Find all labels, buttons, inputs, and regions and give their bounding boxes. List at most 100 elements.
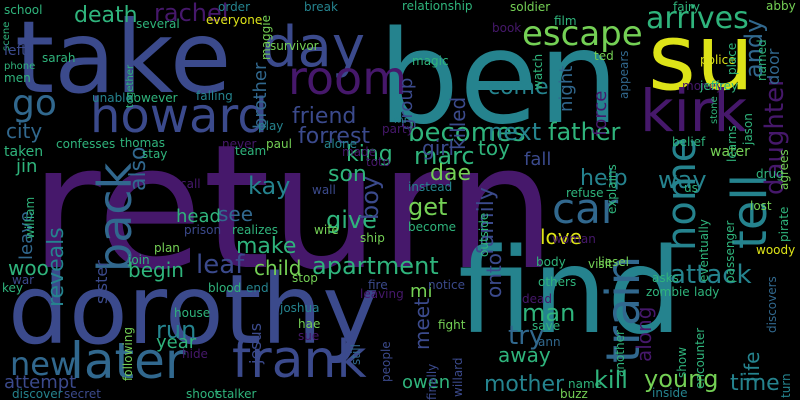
word-liesel: liesel — [598, 255, 630, 269]
word-jesus: jesus — [246, 323, 265, 365]
word-prison: prison — [184, 223, 222, 237]
word-several: several — [136, 17, 180, 31]
word-rachel: rachel — [154, 0, 229, 27]
word-end: end — [246, 281, 269, 295]
word-following: following — [121, 326, 135, 381]
word-blood: blood — [208, 281, 242, 295]
word-realizes: realizes — [232, 223, 279, 237]
word-room: room — [288, 51, 407, 105]
word-stay: stay — [142, 147, 168, 161]
word-instead: instead — [408, 180, 453, 194]
word-discovers: discovers — [765, 275, 779, 333]
word-watch: watch — [531, 53, 545, 90]
word-outside: outside — [477, 212, 491, 257]
word-kirk: kirk — [640, 77, 748, 145]
word-taken: taken — [4, 144, 44, 160]
word-sarah: sarah — [42, 51, 76, 65]
word-finally: finally — [425, 363, 439, 400]
word-attempt: attempt — [4, 372, 77, 393]
word-relationship: relationship — [402, 0, 473, 13]
word-arrives: arrives — [646, 1, 749, 36]
word-run: run — [156, 316, 197, 344]
word-book: book — [492, 21, 522, 35]
word-father: father — [548, 118, 621, 146]
word-belief: belief — [672, 135, 706, 149]
word-begin: begin — [128, 258, 184, 282]
word-never: never — [222, 137, 257, 151]
word-death: death — [74, 3, 138, 28]
word-party: party — [382, 122, 414, 136]
word-boy: boy — [356, 175, 384, 220]
word-eventually: eventually — [697, 218, 711, 282]
word-break: break — [304, 0, 338, 14]
word-way: way — [658, 166, 707, 194]
word-survivor: survivor — [270, 39, 319, 53]
word-toy: toy — [478, 136, 510, 160]
word-help: help — [580, 166, 628, 191]
word-place: place — [725, 42, 739, 75]
word-pirate: pirate — [777, 206, 791, 242]
word-turn: turn — [779, 373, 793, 398]
word-leaf: leaf — [196, 250, 245, 280]
word-man: man — [522, 299, 576, 327]
word-night: night — [556, 65, 577, 113]
word-falling: falling — [196, 89, 233, 103]
word-encounter: encounter — [693, 327, 707, 389]
word-shoot: shoot — [186, 387, 220, 400]
word-fight: fight — [438, 318, 466, 332]
word-appears: appears — [617, 50, 631, 99]
word-lost: lost — [750, 199, 772, 213]
word-apartment: apartment — [312, 252, 439, 280]
word-phone: phone — [4, 61, 36, 72]
word-together: together — [125, 65, 136, 109]
word-howard: howard — [90, 88, 268, 144]
word-woman: woman — [552, 232, 596, 246]
word-drug: drug — [756, 167, 784, 181]
word-mr: mr — [394, 115, 408, 126]
word-kay: kay — [248, 172, 291, 200]
word-paul: paul — [266, 137, 292, 151]
word-zombie: zombie — [646, 285, 690, 299]
word-hae: hae — [298, 317, 321, 331]
word-get: get — [408, 193, 448, 221]
word-house: house — [174, 306, 211, 320]
word-however: however — [126, 91, 178, 105]
word-life: life — [740, 351, 764, 383]
word-jason: jason — [741, 112, 755, 145]
word-love: love — [540, 225, 582, 249]
word-people: people — [379, 341, 393, 382]
word-discover: discover — [12, 387, 63, 400]
word-young: young — [644, 365, 719, 393]
word-school: school — [4, 3, 43, 17]
word-woo: woo — [8, 256, 49, 280]
word-reveals: reveals — [44, 227, 69, 308]
word-city: city — [6, 119, 43, 143]
word-time: time — [730, 371, 780, 396]
word-thomas: thomas — [120, 136, 165, 150]
word-water: water — [710, 144, 750, 160]
word-ann: ann — [538, 335, 561, 349]
word-police: police — [700, 53, 736, 67]
word-show: show — [675, 346, 689, 378]
word-dorothy: dorothy — [8, 254, 380, 366]
word-another: another — [613, 329, 627, 377]
word-new: new — [10, 345, 77, 383]
word-onto: onto — [482, 253, 506, 299]
word-us: us — [684, 181, 698, 195]
word-unable: unable — [92, 91, 133, 105]
word-king: king — [346, 142, 393, 167]
word-abby: abby — [766, 0, 796, 13]
word-becomes: becomes — [408, 118, 526, 148]
word-agrees: agrees — [777, 149, 791, 190]
word-attack: attack — [670, 260, 752, 290]
word-car: car — [552, 184, 619, 233]
word-name: name — [568, 377, 603, 391]
word-body: body — [536, 255, 566, 269]
word-stone: stone — [709, 96, 720, 124]
word-stalker: stalker — [216, 387, 257, 400]
word-explains: explains — [605, 163, 619, 214]
word-hide: hide — [182, 347, 208, 361]
word-secret: secret — [64, 387, 101, 400]
word-try: try — [508, 321, 545, 351]
